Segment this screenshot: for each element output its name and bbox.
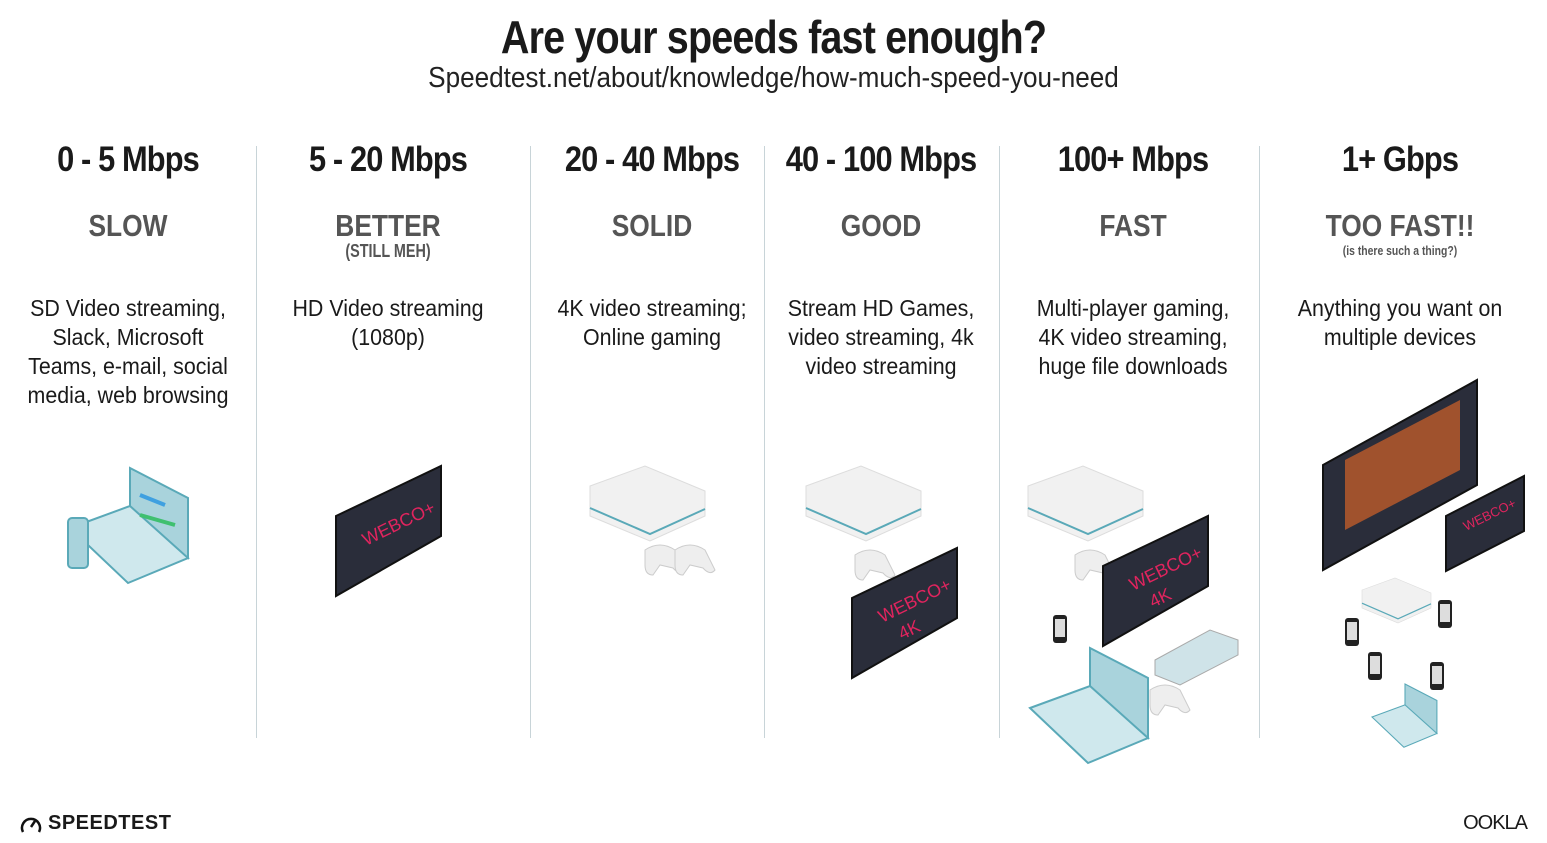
tv-icon: WEBCO+4K xyxy=(1102,515,1209,647)
laptop-icon xyxy=(1029,647,1149,764)
tier-description: HD Video streaming (1080p) xyxy=(292,295,484,350)
laptop-icon xyxy=(1371,683,1438,748)
tier-speed: 100+ Mbps xyxy=(1057,140,1209,179)
game-console-icon xyxy=(1149,629,1239,716)
tier-too-fast: 1+ Gbps TOO FAST!! (is there such a thin… xyxy=(1280,140,1520,260)
tier-description: Stream HD Games, video streaming, 4k vid… xyxy=(787,295,975,379)
column-divider xyxy=(256,146,257,738)
tier-rating: SOLID xyxy=(611,208,693,243)
game-console-icon xyxy=(589,465,716,576)
tier-description: 4K video streaming; Online gaming xyxy=(557,295,747,350)
speedometer-icon xyxy=(20,817,42,833)
tier-speed: 40 - 100 Mbps xyxy=(785,140,977,179)
game-console-icon xyxy=(1361,577,1432,624)
ookla-logo: OOKLA xyxy=(1463,812,1528,834)
tier-note: (is there such a thing?) xyxy=(1342,243,1458,258)
column-divider xyxy=(764,146,765,738)
column-divider xyxy=(999,146,1000,738)
tier-speed: 0 - 5 Mbps xyxy=(57,140,200,179)
speedtest-logo: SPEEDTEST xyxy=(20,812,171,835)
tier-rating: BETTER xyxy=(335,208,441,243)
tier-slow: 0 - 5 Mbps SLOW xyxy=(8,140,248,242)
tier-rating: TOO FAST!! xyxy=(1325,208,1475,243)
page-title: Are your speeds fast enough? xyxy=(500,11,1047,63)
tier-rating: FAST xyxy=(1099,208,1167,243)
tv-icon xyxy=(1322,378,1478,572)
tier-rating: SLOW xyxy=(88,208,168,243)
column-divider xyxy=(1259,146,1260,738)
tier-solid: 20 - 40 Mbps SOLID xyxy=(537,140,767,242)
tier-note: (STILL MEH) xyxy=(345,241,431,261)
phone-icon xyxy=(1053,615,1067,643)
source-url: Speedtest.net/about/knowledge/how-much-s… xyxy=(428,62,1119,94)
tv-icon: WEBCO+ xyxy=(335,465,442,597)
tier-speed: 20 - 40 Mbps xyxy=(564,140,740,179)
tier-speed: 5 - 20 Mbps xyxy=(308,140,468,179)
game-console-icon xyxy=(805,465,922,581)
tv-icon: WEBCO+4K xyxy=(851,547,958,679)
tier-speed: 1+ Gbps xyxy=(1341,140,1459,179)
tier-fast: 100+ Mbps FAST xyxy=(1013,140,1253,242)
speedtest-logo-text: SPEEDTEST xyxy=(48,812,172,834)
tier-description: SD Video streaming, Slack, Microsoft Tea… xyxy=(27,295,229,408)
tier-rating: GOOD xyxy=(840,208,922,243)
column-divider xyxy=(530,146,531,738)
tier-better: 5 - 20 Mbps BETTER (STILL MEH) xyxy=(268,140,508,260)
tier-description: Anything you want on multiple devices xyxy=(1297,295,1503,350)
tier-good: 40 - 100 Mbps GOOD xyxy=(766,140,996,242)
tier-description: Multi-player gaming, 4K video streaming,… xyxy=(1036,295,1230,379)
laptop-icon xyxy=(67,467,189,584)
